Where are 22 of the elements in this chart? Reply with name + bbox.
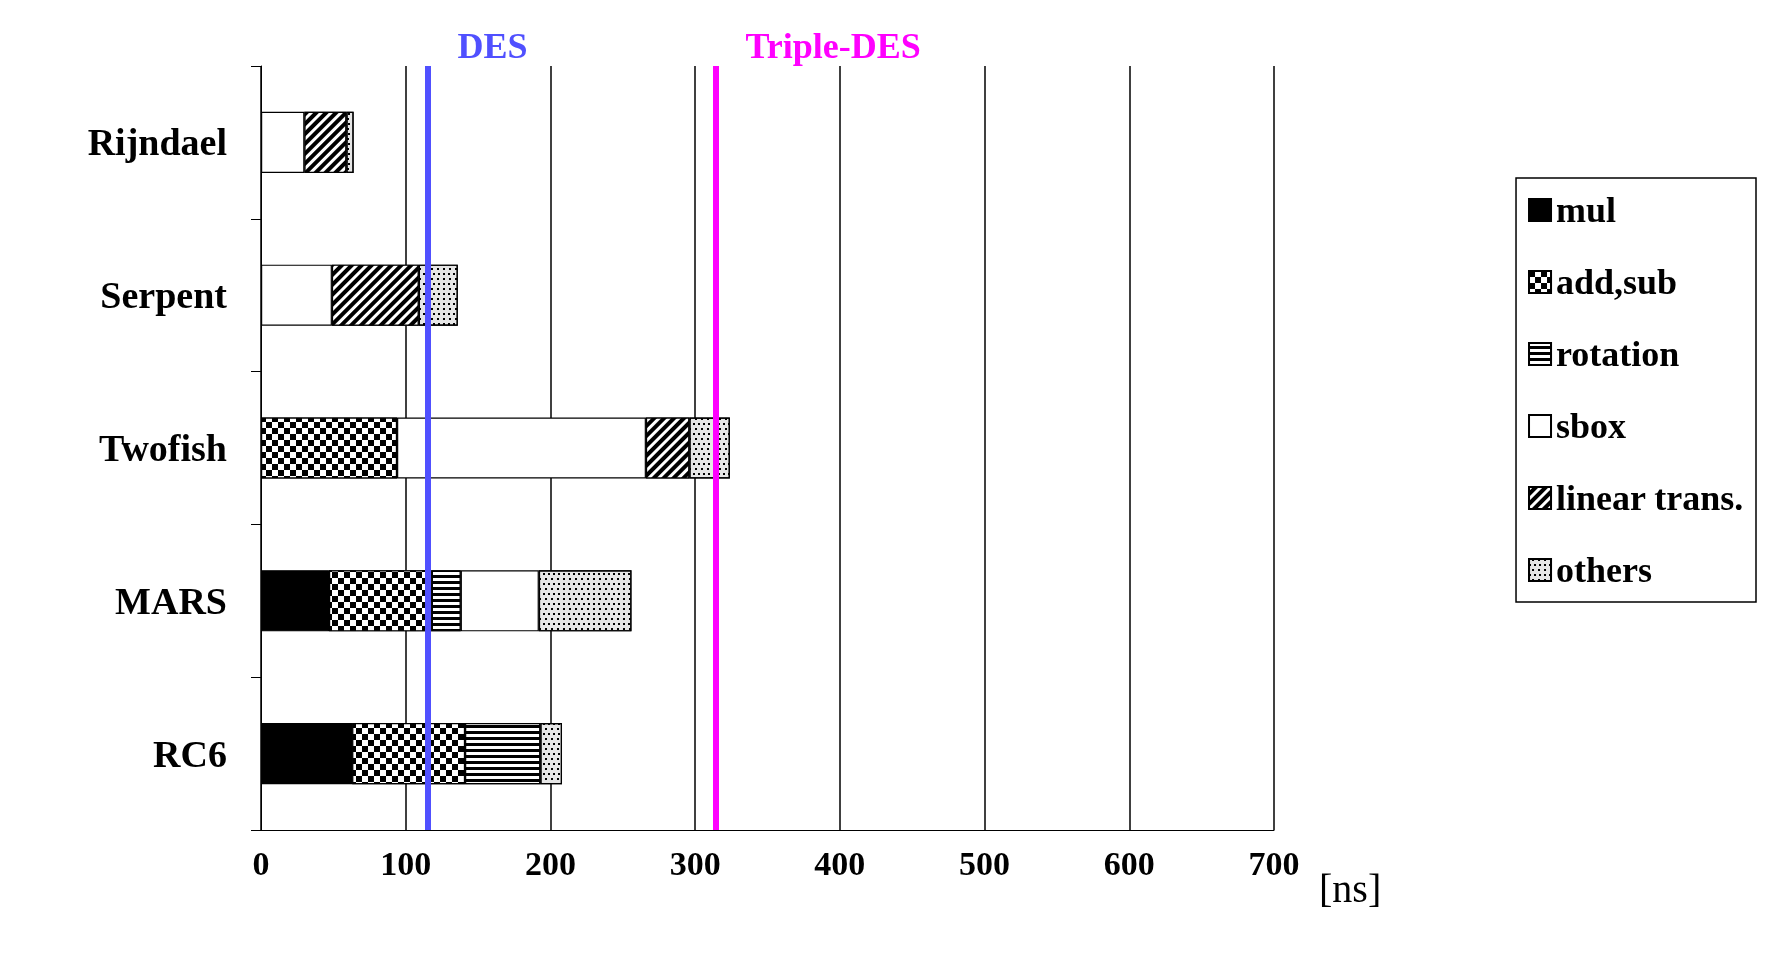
legend-label: others — [1556, 550, 1652, 590]
x-tick-label: 0 — [252, 844, 270, 882]
y-tick-label: Serpent — [100, 274, 228, 317]
ref-line-label: Triple-DES — [745, 26, 921, 66]
legend-label: mul — [1556, 190, 1617, 230]
ref-line-label: DES — [457, 26, 528, 66]
y-tick-label: Rijndael — [87, 121, 227, 164]
x-axis-title: [ns] — [1319, 865, 1382, 911]
legend-label: sbox — [1556, 406, 1627, 446]
x-tick-label: 700 — [1248, 844, 1300, 882]
legend-label: add,sub — [1556, 262, 1678, 302]
y-tick-label: MARS — [115, 579, 227, 622]
y-tick-label: RC6 — [153, 732, 227, 775]
x-tick-label: 300 — [669, 844, 721, 882]
x-tick-label: 400 — [814, 844, 866, 882]
x-tick-label: 600 — [1103, 844, 1155, 882]
legend-label: rotation — [1556, 334, 1680, 374]
x-tick-label: 500 — [959, 844, 1011, 882]
y-tick-label: Twofish — [98, 427, 227, 469]
x-tick-label: 100 — [380, 844, 432, 882]
legend-label: linear trans. — [1556, 478, 1744, 518]
x-tick-label: 200 — [524, 844, 576, 882]
